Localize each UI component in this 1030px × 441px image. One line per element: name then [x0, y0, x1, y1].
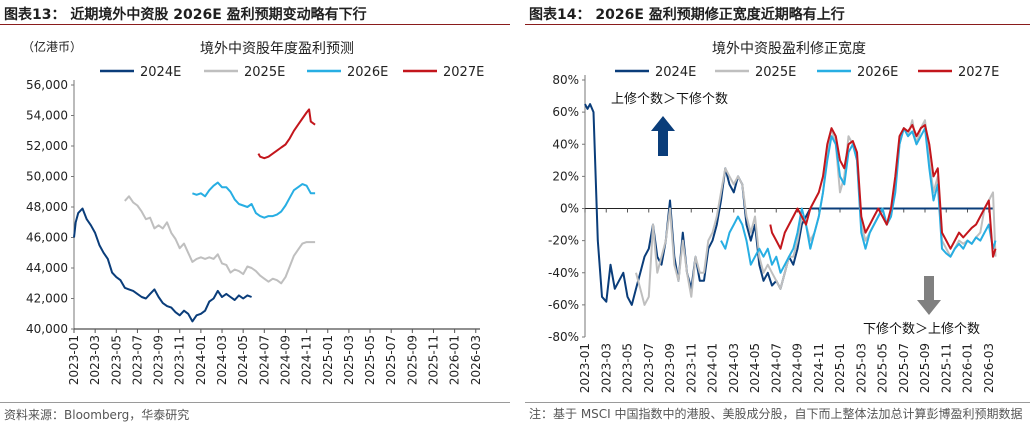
y-tick-label: 20% — [552, 169, 579, 183]
chart-title: 境外中资股年度盈利预测 — [200, 41, 354, 57]
unit-label: （亿港币） — [22, 39, 82, 54]
series-line-2024E — [73, 207, 252, 323]
y-tick-label: -40% — [548, 266, 579, 280]
y-tick-label: -20% — [548, 234, 579, 248]
title-rule — [0, 24, 510, 25]
y-tick-label: 40,000 — [26, 322, 68, 336]
y-tick-label: 46,000 — [26, 231, 68, 245]
title-rule — [525, 24, 1030, 25]
series-line-2026E — [192, 181, 316, 219]
x-tick-label: 2024-01 — [706, 343, 720, 393]
series-line-2027E — [769, 124, 997, 258]
legend-label: 2025E — [755, 65, 796, 80]
legend-label: 2025E — [244, 65, 285, 80]
x-tick-label: 2025-09 — [918, 343, 932, 393]
x-tick-label: 2026-01 — [448, 335, 462, 385]
annotation-up: 上修个数＞下修个数 — [611, 92, 728, 107]
x-tick-label: 2025-01 — [833, 343, 847, 393]
source-rule — [0, 402, 510, 403]
x-tick-label: 2024-07 — [257, 335, 271, 385]
x-tick-label: 2024-07 — [769, 343, 783, 393]
series-line-2024E — [584, 103, 993, 306]
legend-label: 2026E — [347, 65, 388, 80]
source-rule — [525, 402, 1030, 403]
y-tick-label: -60% — [548, 298, 579, 312]
x-tick-label: 2025-01 — [321, 335, 335, 385]
source-note: 资料来源：Bloomberg，华泰研究 — [4, 408, 190, 422]
x-tick-label: 2025-11 — [426, 335, 440, 385]
y-tick-label: 0% — [560, 202, 579, 216]
x-tick-label: 2023-03 — [599, 343, 613, 393]
x-tick-label: 2023-01 — [67, 335, 81, 385]
x-tick-label: 2023-11 — [684, 343, 698, 393]
legend-label: 2027E — [443, 65, 484, 80]
chart-title: 境外中资股盈利修正宽度 — [712, 40, 866, 57]
x-tick-label: 2025-03 — [342, 335, 356, 385]
y-tick-label: 60% — [552, 105, 579, 119]
revision-breadth-chart: 境外中资股盈利修正宽度 2024E 2025E 2026E 2027E -80% -60% -… — [548, 40, 999, 393]
y-tick-label: -80% — [548, 330, 579, 344]
x-tick-label: 2023-07 — [642, 343, 656, 393]
x-tick-label: 2025-03 — [854, 343, 868, 393]
x-tick-label: 2025-05 — [363, 335, 377, 385]
y-tick-label: 40% — [552, 137, 579, 151]
x-tick-label: 2024-05 — [748, 343, 762, 393]
left-figure: 图表13： 近期境外中资股 2026E 盈利预期变动略有下行 境外中资股年度盈利… — [0, 0, 510, 441]
x-tick-label: 2023-07 — [130, 335, 144, 385]
x-tick-label: 2024-01 — [194, 335, 208, 385]
x-tick-label: 2025-07 — [897, 343, 911, 393]
right-figure: 图表14： 2026E 盈利预期修正宽度近期略有上行 境外中资股盈利修正宽度 20… — [525, 0, 1030, 441]
y-tick-label: 54,000 — [26, 109, 68, 123]
x-tick-label: 2023-05 — [109, 335, 123, 385]
x-tick-label: 2025-11 — [939, 343, 953, 393]
x-tick-label: 2025-07 — [384, 335, 398, 385]
x-tick-label: 2024-09 — [791, 343, 805, 393]
x-tick-label: 2024-09 — [278, 335, 292, 385]
legend-label: 2024E — [140, 65, 181, 80]
x-tick-label: 2024-11 — [300, 335, 314, 385]
x-tick-label: 2023-09 — [663, 343, 677, 393]
source-note: 注：基于 MSCI 中国指数中的港股、美股成分股，自下而上整体法加总计算彭博盈利… — [529, 407, 1023, 421]
annotation-down: 下修个数＞上修个数 — [863, 322, 980, 337]
x-tick-label: 2026-03 — [469, 335, 483, 385]
series-line-2027E — [257, 108, 316, 160]
x-tick-label: 2024-05 — [236, 335, 250, 385]
x-tick-label: 2023-01 — [578, 343, 592, 393]
series-line-2025E — [124, 195, 316, 285]
y-tick-label: 52,000 — [26, 139, 68, 153]
y-tick-label: 50,000 — [26, 170, 68, 184]
x-tick-label: 2025-09 — [405, 335, 419, 385]
legend-label: 2027E — [958, 65, 999, 80]
x-tick-label: 2025-05 — [876, 343, 890, 393]
x-tick-label: 2023-05 — [621, 343, 635, 393]
y-tick-label: 80% — [552, 73, 579, 87]
y-tick-label: 42,000 — [26, 292, 68, 306]
x-tick-label: 2026-01 — [961, 343, 975, 393]
x-tick-label: 2023-11 — [173, 335, 187, 385]
legend-label: 2024E — [655, 65, 696, 80]
figure-title: 图表13： 近期境外中资股 2026E 盈利预期变动略有下行 — [4, 7, 367, 23]
down-arrow-icon — [917, 276, 941, 315]
y-tick-label: 44,000 — [26, 261, 68, 275]
up-arrow-icon — [651, 116, 675, 156]
legend-label: 2026E — [857, 65, 898, 80]
series-line-2026E — [720, 127, 997, 274]
x-tick-label: 2023-03 — [88, 335, 102, 385]
x-tick-label: 2026-03 — [982, 343, 996, 393]
figure-title: 图表14： 2026E 盈利预期修正宽度近期略有上行 — [529, 7, 845, 23]
x-tick-label: 2024-11 — [812, 343, 826, 393]
x-tick-label: 2024-03 — [727, 343, 741, 393]
x-tick-label: 2023-09 — [152, 335, 166, 385]
y-tick-label: 56,000 — [26, 78, 68, 92]
y-tick-label: 48,000 — [26, 200, 68, 214]
x-tick-label: 2024-03 — [215, 335, 229, 385]
earnings-forecast-chart: 境外中资股年度盈利预测 2024E 2025E 2026E 2027E 40,000 42,… — [22, 39, 484, 385]
